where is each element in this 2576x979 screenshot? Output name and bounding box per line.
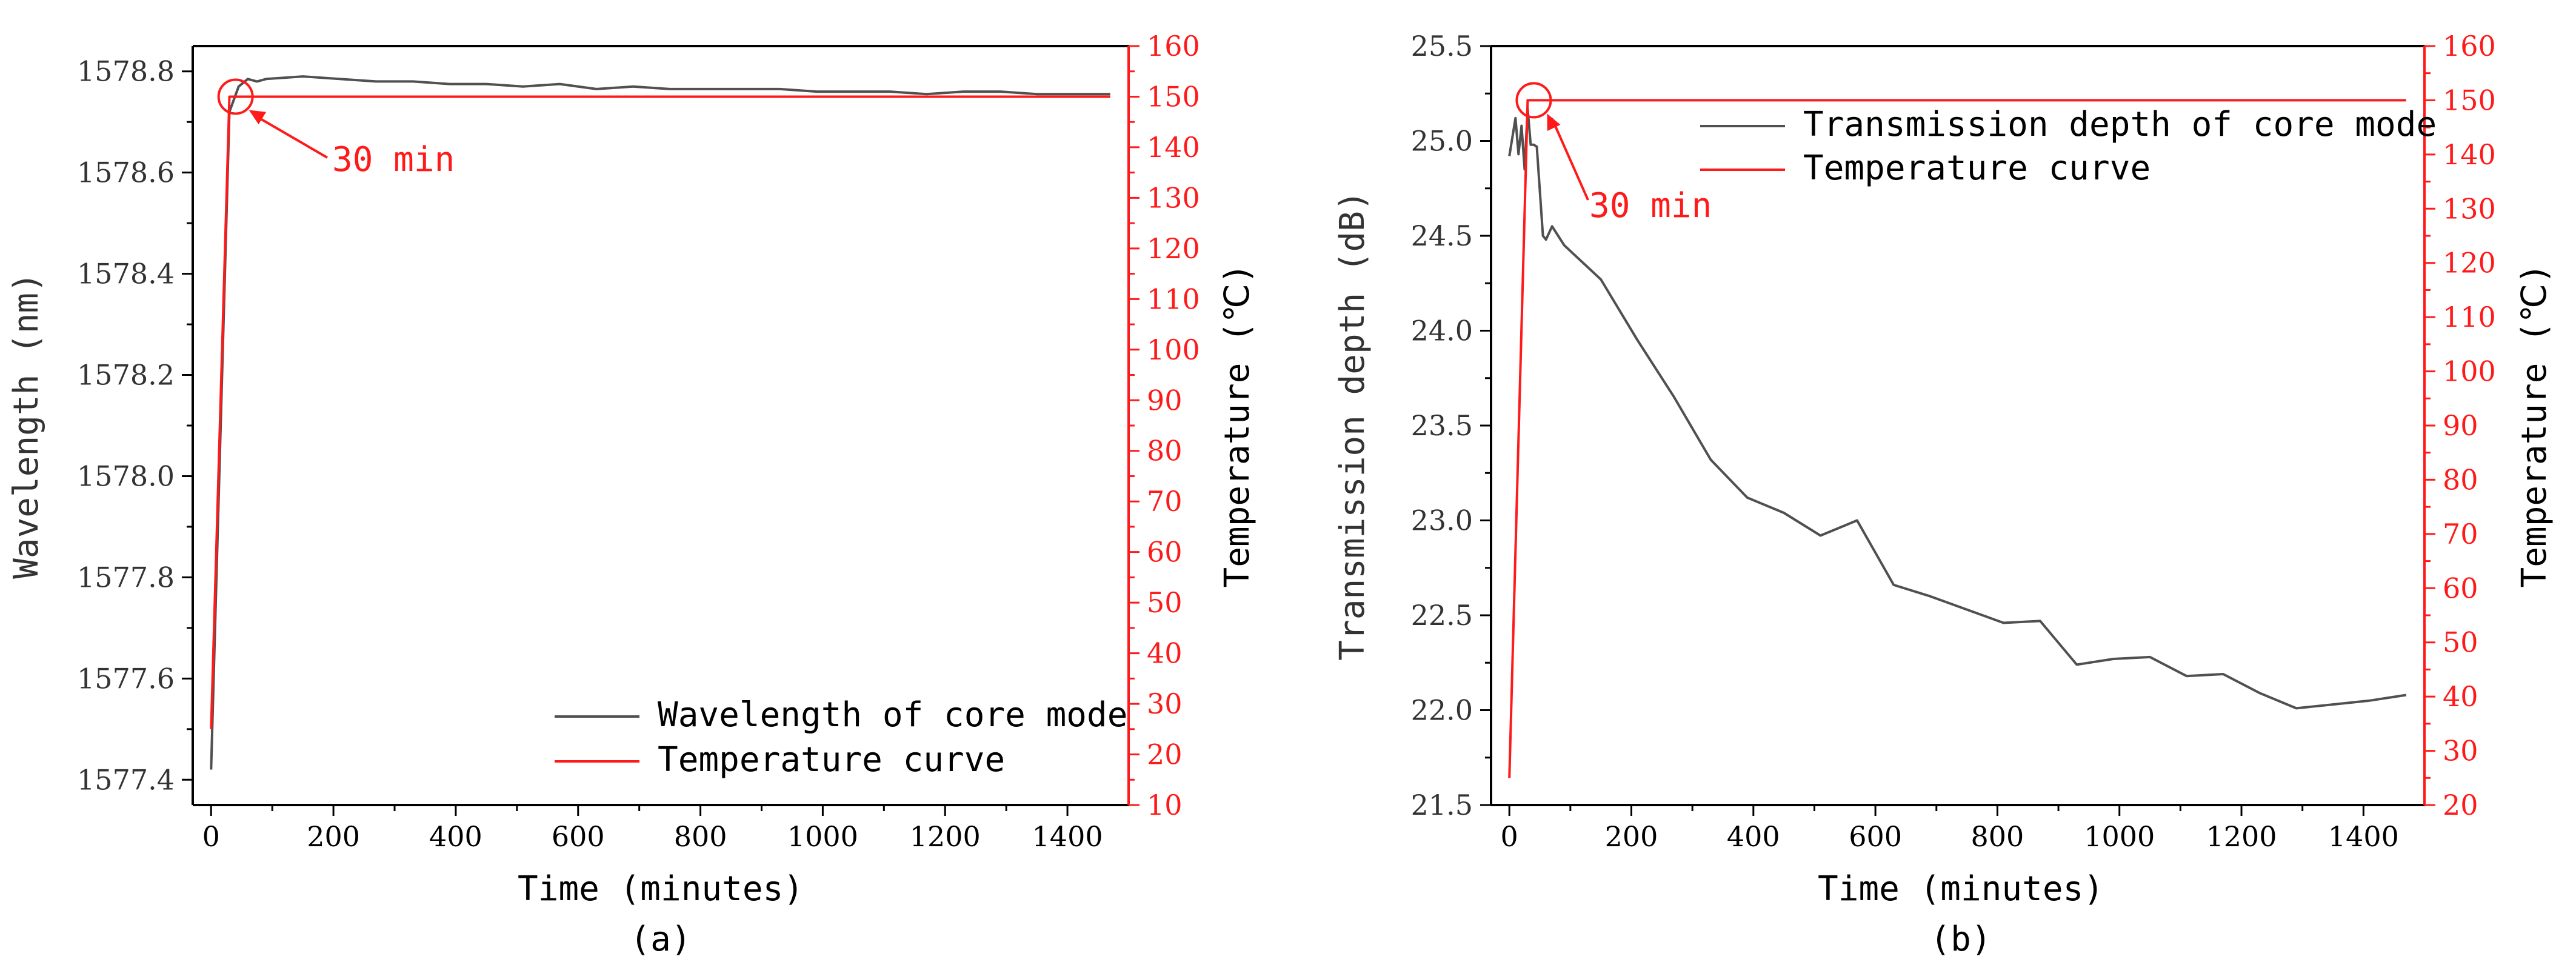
- x-tick-label: 600: [1849, 820, 1902, 853]
- y2-tick-label: 10: [1147, 789, 1183, 821]
- y-axis-label: Transmission depth (dB): [1333, 190, 1372, 660]
- y2-tick-label: 110: [1147, 282, 1200, 315]
- y-tick-label: 23.5: [1411, 409, 1473, 442]
- x-axis-label: Time (minutes): [518, 869, 804, 909]
- x-tick-label: 200: [1605, 820, 1658, 853]
- annotation-arrowhead: [249, 110, 267, 125]
- y-tick-label: 1577.8: [77, 561, 175, 593]
- y2-tick-label: 20: [1147, 738, 1183, 771]
- x-tick-label: 1000: [2084, 820, 2155, 853]
- temperature-curve-line: [1508, 99, 2406, 778]
- y-tick-label: 25.5: [1411, 30, 1473, 62]
- y2-tick-label: 100: [1147, 333, 1200, 366]
- y2-tick-label: 140: [2443, 138, 2496, 171]
- legend-label: Wavelength of core mode: [658, 695, 1127, 735]
- legend-label: Transmission depth of core mode: [1803, 105, 2437, 144]
- y2-tick-label: 70: [2443, 518, 2478, 550]
- chart-a: 0 200 400 600 800 1000 1200 1400 1577.4 1577.6 157…: [7, 30, 1257, 959]
- y2-tick-label: 60: [1147, 536, 1183, 569]
- y-tick-label: 21.5: [1411, 789, 1473, 821]
- y-tick-label: 1578.8: [77, 55, 175, 88]
- x-tick-label: 1400: [1032, 820, 1103, 853]
- y-axis-label: Wavelength (nm): [7, 272, 46, 579]
- y2-tick-label: 80: [2443, 463, 2478, 496]
- figure-caption: (a): [630, 920, 691, 959]
- y2-tick-label: 80: [1147, 435, 1183, 467]
- core-mode-series-line: [1508, 107, 2407, 710]
- chart-b: 0 200 400 600 800 1000 1200 1400 21.5 22.0 22.5 23.…: [1333, 30, 2554, 959]
- annotation-arrowhead: [1547, 113, 1561, 132]
- y-tick-label: 22.0: [1411, 694, 1473, 727]
- y-tick-label: 1577.4: [77, 763, 175, 796]
- y-tick-label: 1578.6: [77, 156, 175, 189]
- annotation-circle: [217, 78, 254, 115]
- y2-tick-label: 30: [1147, 687, 1183, 720]
- y2-tick-label: 90: [2443, 409, 2478, 442]
- x-tick-label: 1200: [2206, 820, 2277, 853]
- annotation-circle: [1515, 82, 1552, 119]
- y2-tick-label: 150: [2443, 84, 2496, 116]
- y2-axis-label: Temperature (℃): [2515, 264, 2554, 588]
- y2-tick-label: 50: [1147, 586, 1183, 619]
- core-mode-series-line: [210, 75, 1110, 770]
- y2-tick-label: 40: [1147, 637, 1183, 670]
- x-axis-label: Time (minutes): [1818, 869, 2104, 909]
- y2-tick-label: 150: [1147, 80, 1200, 113]
- y-tick-label: 1578.4: [77, 258, 175, 290]
- y-tick-label: 25.0: [1411, 125, 1473, 158]
- legend-label: Temperature curve: [1803, 149, 2151, 188]
- x-tick-label: 800: [674, 820, 727, 853]
- y-tick-label: 23.0: [1411, 504, 1473, 537]
- y2-tick-label: 70: [1147, 485, 1183, 518]
- x-tick-label: 400: [1727, 820, 1780, 853]
- y2-tick-label: 100: [2443, 355, 2496, 388]
- y2-tick-label: 120: [1147, 232, 1200, 265]
- x-tick-label: 400: [429, 820, 482, 853]
- y2-tick-label: 40: [2443, 680, 2478, 713]
- annotation-arrow-line: [1550, 118, 1589, 201]
- annotation-label: 30 min: [332, 140, 455, 179]
- annotation-arrow-line: [253, 113, 329, 159]
- y2-tick-label: 120: [2443, 247, 2496, 279]
- legend-label: Temperature curve: [658, 740, 1005, 780]
- x-tick-label: 1200: [910, 820, 981, 853]
- y2-tick-label: 130: [2443, 192, 2496, 225]
- y-tick-label: 22.5: [1411, 599, 1473, 632]
- x-tick-label: 800: [1971, 820, 2024, 853]
- y-tick-label: 1578.2: [77, 359, 175, 392]
- y2-tick-label: 110: [2443, 301, 2496, 333]
- figure-caption: (b): [1930, 920, 1991, 959]
- x-tick-label: 1400: [2328, 820, 2399, 853]
- y2-tick-label: 160: [1147, 30, 1200, 62]
- x-tick-label: 200: [307, 820, 360, 853]
- y2-tick-label: 50: [2443, 626, 2478, 659]
- y-tick-label: 24.5: [1411, 219, 1473, 252]
- y2-tick-label: 140: [1147, 131, 1200, 164]
- y-tick-label: 24.0: [1411, 315, 1473, 347]
- x-tick-label: 1000: [787, 820, 858, 853]
- y-tick-label: 1577.6: [77, 662, 175, 695]
- x-tick-label: 0: [202, 820, 220, 853]
- y2-tick-label: 130: [1147, 181, 1200, 214]
- y2-tick-label: 60: [2443, 572, 2478, 604]
- y2-tick-label: 160: [2443, 30, 2496, 62]
- y-tick-label: 1578.0: [77, 459, 175, 492]
- y2-tick-label: 30: [2443, 735, 2478, 767]
- y2-tick-label: 90: [1147, 384, 1183, 416]
- x-tick-label: 0: [1501, 820, 1518, 853]
- y2-tick-label: 20: [2443, 789, 2478, 821]
- annotation-label: 30 min: [1589, 186, 1712, 226]
- temperature-curve-line: [210, 95, 1110, 729]
- x-tick-label: 600: [552, 820, 605, 853]
- y2-axis-label: Temperature (℃): [1218, 264, 1257, 588]
